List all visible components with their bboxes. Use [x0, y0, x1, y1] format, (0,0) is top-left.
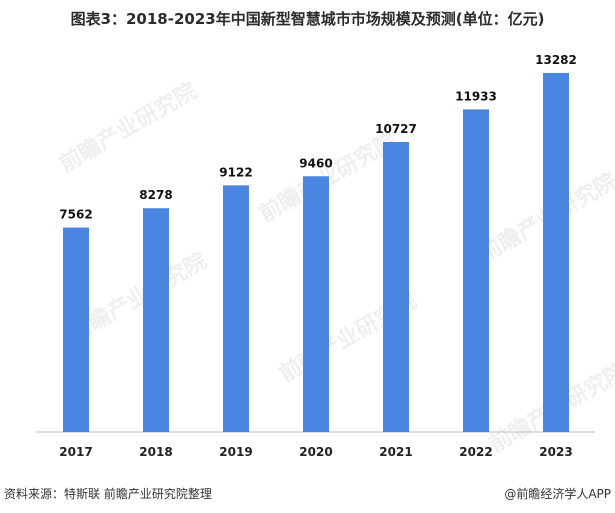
value-label-2018: 8278 [139, 188, 172, 202]
bar-2021 [383, 142, 409, 432]
bar-2023 [543, 72, 569, 432]
x-tick-2023: 2023 [539, 445, 572, 459]
x-tick-2017: 2017 [59, 445, 92, 459]
chart-title: 图表3：2018-2023年中国新型智慧城市市场规模及预测(单位：亿元) [70, 10, 545, 28]
x-tick-2021: 2021 [379, 445, 412, 459]
value-label-2021: 10727 [375, 122, 417, 136]
bar-2019 [223, 185, 249, 432]
value-label-2019: 9122 [219, 165, 252, 179]
brand-label: @前瞻经济学人APP [504, 487, 611, 501]
value-label-2023: 13282 [535, 53, 577, 67]
source-note: 资料来源：特斯联 前瞻产业研究院整理 [4, 487, 212, 501]
x-tick-2022: 2022 [459, 445, 492, 459]
bar-2017 [63, 227, 89, 432]
value-label-2017: 7562 [59, 208, 92, 222]
x-tick-2018: 2018 [139, 445, 172, 459]
bar-2022 [463, 109, 489, 432]
bar-2018 [143, 208, 169, 432]
value-label-2020: 9460 [299, 156, 332, 170]
x-tick-2020: 2020 [299, 445, 332, 459]
bar-2020 [303, 176, 329, 432]
value-label-2022: 11933 [455, 89, 497, 103]
x-tick-2019: 2019 [219, 445, 252, 459]
